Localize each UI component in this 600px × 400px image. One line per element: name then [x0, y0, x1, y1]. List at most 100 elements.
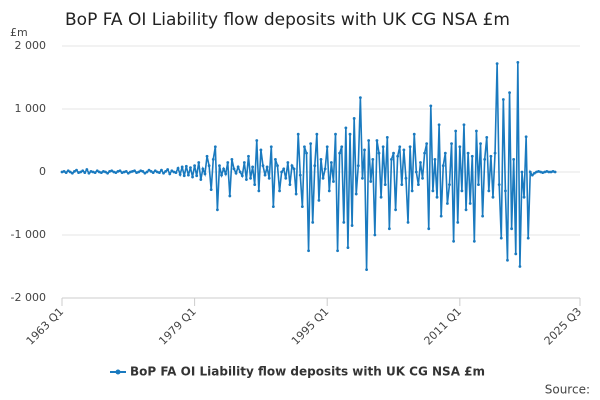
point: [533, 171, 536, 175]
point: [240, 174, 244, 178]
point: [85, 168, 89, 171]
point: [257, 189, 261, 193]
point: [209, 188, 213, 192]
point: [466, 151, 470, 155]
point: [450, 142, 453, 146]
y-tick-label: -1 000: [11, 228, 46, 241]
point: [176, 166, 180, 170]
point: [437, 123, 441, 127]
point: [448, 183, 451, 187]
point: [369, 180, 373, 183]
point: [205, 154, 209, 158]
point: [462, 123, 466, 127]
x-tick-label: 1979 Q1: [156, 305, 199, 348]
point: [184, 164, 188, 168]
point: [288, 183, 292, 187]
point: [383, 183, 387, 187]
point: [247, 154, 250, 158]
point: [232, 167, 236, 171]
point: [81, 169, 85, 173]
point: [267, 176, 271, 180]
x-tick-label: 1963 Q1: [24, 305, 67, 348]
point: [412, 132, 416, 136]
point: [481, 214, 485, 218]
point: [483, 158, 487, 161]
point: [126, 171, 130, 175]
point: [514, 252, 518, 256]
point: [180, 165, 184, 169]
point: [211, 158, 215, 161]
x-tick-label: 2025 Q3: [542, 305, 585, 348]
point: [475, 129, 478, 133]
point: [296, 132, 300, 136]
point: [220, 173, 223, 177]
point: [489, 154, 493, 158]
point: [95, 169, 99, 173]
point: [160, 168, 163, 172]
point: [253, 183, 257, 187]
point: [408, 145, 412, 149]
point: [265, 165, 269, 169]
point: [526, 236, 530, 240]
point: [292, 167, 296, 171]
point: [443, 151, 447, 155]
point: [282, 167, 286, 171]
point: [522, 195, 526, 199]
point: [508, 91, 511, 95]
point: [222, 167, 226, 171]
point: [191, 175, 194, 179]
point: [162, 171, 165, 175]
point: [147, 168, 151, 172]
point: [166, 168, 170, 171]
point: [425, 142, 429, 146]
point: [263, 173, 267, 177]
point: [485, 135, 489, 139]
point: [346, 246, 350, 250]
point: [79, 170, 83, 174]
point: [149, 169, 153, 173]
point: [182, 174, 186, 178]
point: [363, 148, 366, 152]
point: [317, 198, 321, 202]
point: [456, 221, 460, 224]
point: [419, 161, 422, 164]
point: [373, 233, 377, 237]
y-tick-label: 0: [39, 165, 46, 178]
point: [178, 173, 182, 176]
point: [319, 158, 323, 161]
x-tick-label: 1995 Q1: [289, 305, 332, 348]
point: [435, 195, 439, 199]
point: [271, 205, 275, 209]
point: [290, 164, 294, 168]
point: [118, 169, 122, 173]
point: [501, 98, 505, 101]
point: [93, 171, 97, 175]
point: [441, 164, 445, 168]
point: [298, 173, 302, 177]
point: [464, 208, 468, 212]
point: [414, 170, 418, 174]
point: [83, 171, 87, 175]
point: [274, 158, 277, 161]
point: [62, 169, 66, 173]
chart-title: BoP FA OI Liability flow deposits with U…: [65, 10, 510, 30]
point: [276, 164, 279, 168]
point: [245, 178, 248, 181]
point: [390, 158, 393, 161]
point: [230, 158, 234, 161]
point: [151, 171, 155, 175]
point: [394, 208, 397, 212]
point: [110, 169, 114, 173]
point: [168, 172, 172, 176]
point: [338, 151, 342, 155]
point: [207, 164, 211, 168]
point: [216, 208, 219, 212]
point: [203, 172, 207, 176]
point: [261, 164, 265, 168]
point: [512, 158, 516, 161]
point: [493, 151, 497, 155]
point: [530, 173, 534, 177]
point: [518, 265, 522, 268]
point: [226, 161, 230, 164]
